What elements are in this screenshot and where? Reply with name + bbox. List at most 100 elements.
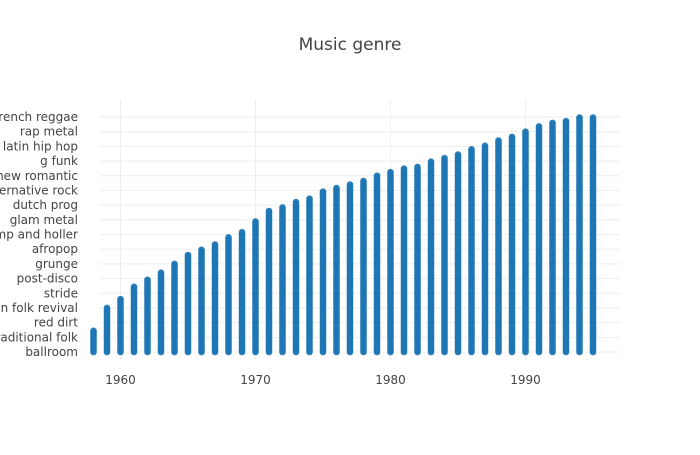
y-tick-label: red dirt (34, 316, 78, 330)
data-point (265, 207, 273, 215)
data-point (454, 151, 462, 158)
data-point (427, 158, 435, 165)
data-point (522, 128, 529, 135)
year-column (225, 234, 232, 356)
y-tick-label: alternative rock (0, 183, 78, 197)
data-point (508, 133, 516, 141)
year-column (252, 218, 259, 356)
x-axis: 1960 1970 1980 1990 (105, 373, 541, 387)
year-column (198, 246, 205, 356)
data-point (306, 195, 313, 202)
year-column (103, 304, 111, 356)
year-column (130, 283, 138, 356)
year-column (265, 207, 273, 356)
y-tick-label: american folk revival (0, 301, 78, 315)
data-point (184, 251, 192, 259)
y-tick-label: post-disco (17, 272, 78, 286)
year-column (495, 137, 502, 356)
x-tick-label: 1960 (105, 373, 136, 387)
data-point (319, 188, 327, 195)
x-tick-label: 1980 (375, 373, 406, 387)
year-column (441, 154, 448, 356)
year-column (373, 172, 381, 356)
data-point (360, 177, 367, 185)
data-point (211, 241, 219, 248)
y-tick-label: stride (44, 286, 78, 300)
year-column (333, 184, 340, 356)
year-column (508, 133, 516, 356)
x-tick-label: 1970 (240, 373, 271, 387)
y-tick-label: ballroom (25, 345, 78, 359)
data-point (387, 168, 394, 176)
y-tick-label: rap metal (20, 125, 78, 139)
year-column (387, 168, 394, 356)
data-point (144, 276, 151, 284)
year-column (468, 146, 475, 356)
year-column (549, 119, 556, 356)
x-tick-label: 1990 (510, 373, 541, 387)
y-tick-label: afropop (32, 242, 78, 256)
data-points (90, 114, 597, 356)
data-point (562, 117, 570, 125)
data-point (495, 137, 502, 144)
data-point (238, 228, 246, 236)
data-point (130, 283, 138, 291)
year-column (171, 260, 178, 356)
chart-title: Music genre (299, 35, 402, 55)
data-point (373, 172, 381, 180)
data-point (589, 114, 597, 121)
data-point (414, 163, 421, 171)
data-point (400, 165, 408, 172)
year-column (117, 295, 124, 356)
year-column (211, 241, 219, 356)
year-column (522, 128, 529, 356)
year-column (589, 114, 597, 356)
data-point (468, 146, 475, 153)
year-column (481, 142, 489, 356)
data-point (346, 181, 354, 188)
data-point (252, 218, 259, 225)
data-point (535, 123, 543, 130)
year-column (319, 188, 327, 356)
data-point (333, 184, 340, 192)
y-tick-label: grunge (35, 257, 78, 271)
year-column (184, 251, 192, 356)
year-column (90, 327, 97, 356)
y-tick-label: traditional folk (0, 330, 78, 344)
year-column (427, 158, 435, 356)
data-point (225, 234, 232, 241)
data-point (157, 269, 165, 276)
y-tick-label: new romantic (0, 169, 78, 183)
data-point (481, 142, 489, 150)
year-column (238, 228, 246, 356)
year-column (400, 165, 408, 356)
data-point (441, 154, 448, 162)
y-tick-label: stomp and holler (0, 228, 78, 242)
year-column (562, 117, 570, 356)
data-point (117, 295, 124, 303)
y-tick-label: french reggae (0, 110, 78, 124)
y-tick-label: glam metal (10, 213, 78, 227)
data-point (279, 204, 286, 211)
year-column (360, 177, 367, 356)
y-tick-label: latin hip hop (3, 139, 78, 153)
year-column (414, 163, 421, 356)
data-point (171, 260, 178, 268)
y-tick-label: dutch prog (13, 198, 78, 212)
year-column (535, 123, 543, 356)
year-column (144, 276, 151, 356)
data-point (549, 119, 556, 127)
data-point (292, 198, 300, 206)
data-point (103, 304, 111, 312)
data-point (576, 114, 583, 121)
year-column (454, 151, 462, 356)
year-column (306, 195, 313, 356)
year-column (576, 114, 583, 356)
y-tick-label: g funk (40, 154, 78, 168)
year-column (157, 269, 165, 356)
year-column (346, 181, 354, 356)
year-column (279, 204, 286, 356)
